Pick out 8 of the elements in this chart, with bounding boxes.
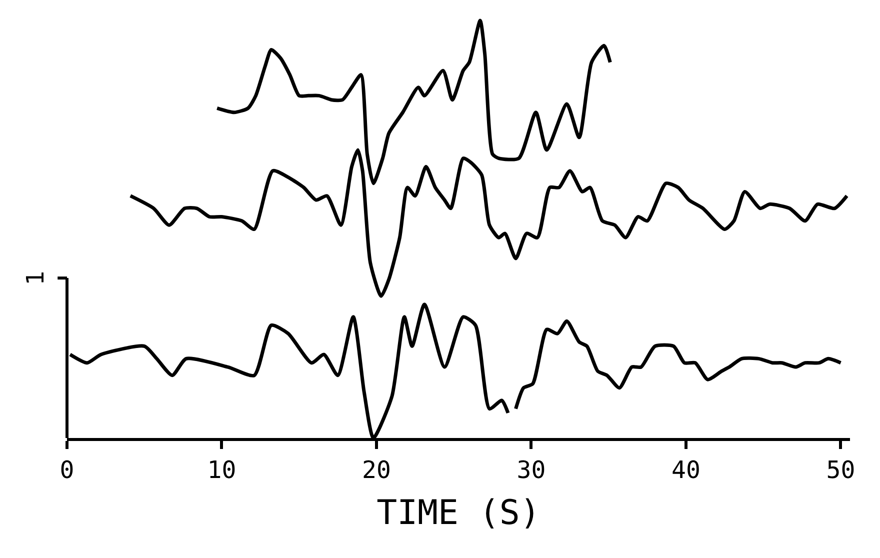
x-tick-label: 40 (672, 456, 700, 484)
x-tick-label: 20 (362, 456, 391, 484)
x-tick-label: 0 (60, 456, 74, 484)
x-axis-title: TIME (S) (376, 493, 540, 534)
x-tick-label: 10 (207, 456, 236, 484)
x-tick-label: 50 (826, 456, 856, 484)
text: 1 (21, 270, 50, 286)
x-tick-label: 30 (516, 456, 546, 484)
